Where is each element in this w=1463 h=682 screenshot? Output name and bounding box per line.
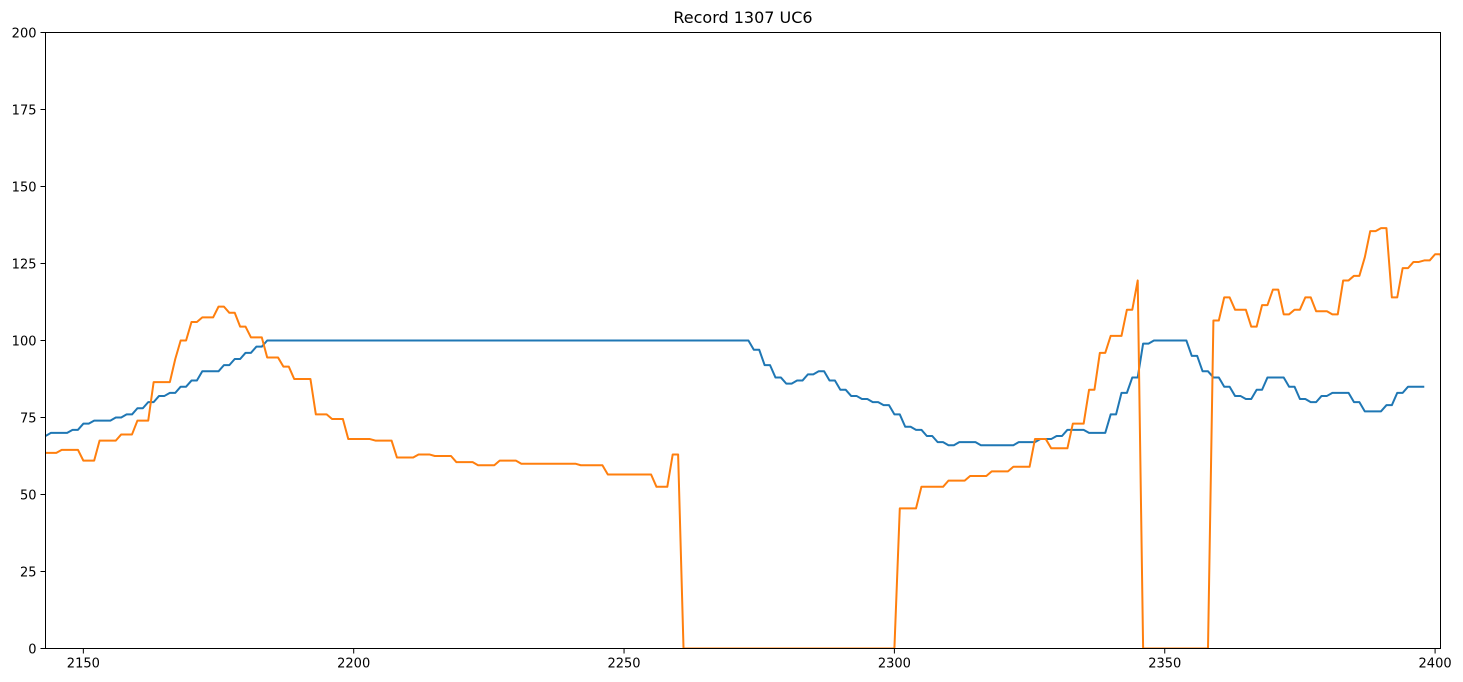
series-lines bbox=[45, 227, 1441, 649]
y-axis: 0 25 50 75 100 125 150 175 200 bbox=[12, 27, 46, 658]
y-tick-label: 75 bbox=[20, 412, 37, 427]
y-tick-label: 200 bbox=[12, 27, 37, 42]
x-tick-label: 2350 bbox=[1148, 657, 1181, 672]
x-tick-label: 2300 bbox=[878, 657, 911, 672]
x-tick-label: 2150 bbox=[67, 657, 100, 672]
y-tick-label: 50 bbox=[20, 489, 37, 504]
x-tick-label: 2200 bbox=[337, 657, 370, 672]
y-tick-label: 150 bbox=[12, 181, 37, 196]
y-tick-label: 100 bbox=[12, 335, 37, 350]
series-line-2 bbox=[45, 227, 1441, 649]
y-tick-label: 125 bbox=[12, 258, 37, 273]
chart-title: Record 1307 UC6 bbox=[673, 8, 812, 27]
y-tick-label: 0 bbox=[28, 643, 36, 658]
x-tick-label: 2400 bbox=[1419, 657, 1452, 672]
series-line-1 bbox=[45, 339, 1425, 447]
y-tick-label: 25 bbox=[20, 566, 37, 581]
x-tick-label: 2250 bbox=[607, 657, 640, 672]
x-axis: 2150 2200 2250 2300 2350 2400 bbox=[67, 648, 1452, 672]
y-tick-label: 175 bbox=[12, 104, 37, 119]
